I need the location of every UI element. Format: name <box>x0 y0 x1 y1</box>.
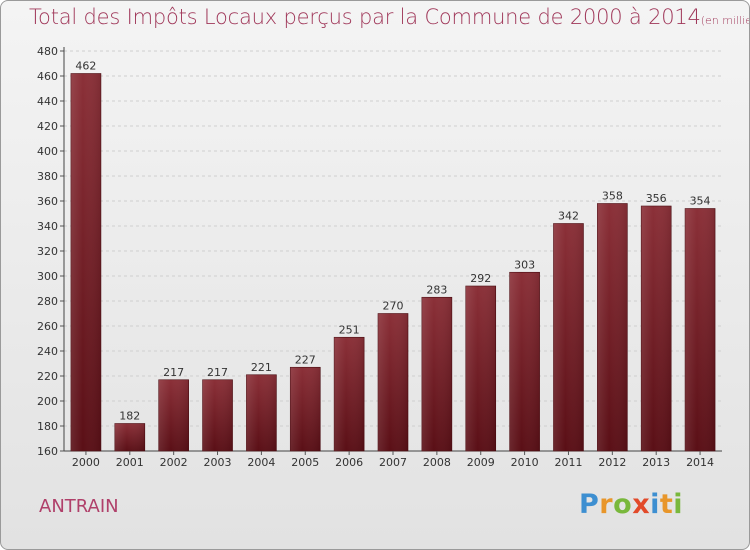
bar-shine <box>114 423 145 451</box>
data-label: 217 <box>163 366 184 379</box>
y-tick-label: 320 <box>37 245 58 258</box>
y-tick-labels: 160 180 200 220 240 260 280 300 320 340 360 380 400 4… <box>37 45 58 458</box>
x-tick-label: 2008 <box>423 456 451 469</box>
chart-title: Total des Impôts Locaux perçus par la Co… <box>29 5 749 29</box>
y-tick-label: 400 <box>37 145 58 158</box>
bar-2004 <box>246 374 277 452</box>
x-tick-label: 2010 <box>511 456 539 469</box>
logo-letter: i <box>650 489 660 520</box>
x-tick-label: 2001 <box>116 456 144 469</box>
logo-letter: r <box>599 489 614 520</box>
bar-2008 <box>421 296 453 452</box>
x-tick-label: 2000 <box>72 456 100 469</box>
y-tick-label: 380 <box>37 170 58 183</box>
data-label: 227 <box>295 353 316 366</box>
bar-2007 <box>377 313 409 452</box>
y-tick-label: 420 <box>37 120 58 133</box>
logo-letter: o <box>613 489 633 520</box>
y-tick-label: 360 <box>37 195 58 208</box>
bar-shine <box>465 286 496 451</box>
bar-shine <box>553 223 584 451</box>
x-tick-label: 2009 <box>467 456 495 469</box>
y-tick-label: 160 <box>37 445 58 458</box>
y-tick-label: 220 <box>37 370 58 383</box>
bar-2001 <box>114 423 146 452</box>
chart-title-text: Total des Impôts Locaux perçus par la Co… <box>29 5 701 29</box>
data-label: 283 <box>426 283 447 296</box>
y-tick-label: 440 <box>37 95 58 108</box>
bar-2003 <box>202 379 233 452</box>
bar-shine <box>509 272 540 451</box>
bar-shine <box>685 208 716 451</box>
bar-shine <box>70 73 101 451</box>
data-label: 270 <box>383 300 404 313</box>
data-label: 292 <box>470 272 491 285</box>
bar-2005 <box>289 366 321 452</box>
x-tick-label: 2003 <box>204 456 232 469</box>
y-tick-label: 300 <box>37 270 58 283</box>
data-label: 356 <box>646 192 667 205</box>
x-tick-label: 2004 <box>247 456 275 469</box>
bar-shine <box>202 379 233 451</box>
x-tick-label: 2007 <box>379 456 407 469</box>
data-label: 221 <box>251 361 272 374</box>
y-tick-label: 260 <box>37 320 58 333</box>
logo-letter: P <box>579 489 600 520</box>
data-labels: 462 182 217 217 221 227 251 270 283 292 303 342 358 3… <box>75 60 710 423</box>
y-tick-label: 180 <box>37 420 58 433</box>
bar-shine <box>334 337 365 451</box>
bar-shine <box>641 206 672 451</box>
data-label: 251 <box>339 323 360 336</box>
y-tick-label: 480 <box>37 45 58 58</box>
y-tick-label: 280 <box>37 295 58 308</box>
bar-shine <box>597 203 628 451</box>
bar-2009 <box>465 285 497 452</box>
data-label: 462 <box>75 60 96 73</box>
bar-shine <box>158 379 189 451</box>
bar-2013 <box>640 205 672 452</box>
data-label: 358 <box>602 190 623 203</box>
commune-name: ANTRAIN <box>39 496 119 517</box>
x-tick-label: 2005 <box>291 456 319 469</box>
y-tick-label: 460 <box>37 70 58 83</box>
data-label: 182 <box>119 410 140 423</box>
bar-2014 <box>684 208 716 452</box>
data-label: 217 <box>207 366 228 379</box>
x-tick-label: 2013 <box>642 456 670 469</box>
chart-unit-note: (en milliers d'€) <box>700 14 749 27</box>
x-tick-label: 2006 <box>335 456 363 469</box>
bar-2011 <box>553 223 584 452</box>
x-tick-labels: 2000 2001 2002 2003 2004 2005 2006 2007 2008 2009… <box>72 451 714 469</box>
bar-2006 <box>333 336 365 452</box>
bar-shine <box>290 367 321 451</box>
logo-letter: x <box>632 489 651 520</box>
data-label: 342 <box>558 210 579 223</box>
x-tick-label: 2012 <box>598 456 626 469</box>
bar-2002 <box>158 379 189 452</box>
x-tick-label: 2014 <box>686 456 714 469</box>
bar-2012 <box>597 203 628 452</box>
x-tick-label: 2011 <box>554 456 582 469</box>
y-tick-label: 200 <box>37 395 58 408</box>
logo-letter: i <box>673 489 684 520</box>
y-tick-label: 240 <box>37 345 58 358</box>
bar-shine <box>421 297 452 451</box>
logo-letter: t <box>659 489 674 520</box>
bars <box>70 73 716 452</box>
bar-2010 <box>509 271 540 452</box>
x-tick-label: 2002 <box>160 456 188 469</box>
bar-shine <box>378 313 408 451</box>
data-label: 303 <box>514 258 535 271</box>
data-label: 354 <box>690 195 711 208</box>
bar-2000 <box>70 73 102 452</box>
y-tick-label: 340 <box>37 220 58 233</box>
bar-shine <box>246 374 277 451</box>
proxiti-logo[interactable]: Proxiti <box>579 489 683 520</box>
